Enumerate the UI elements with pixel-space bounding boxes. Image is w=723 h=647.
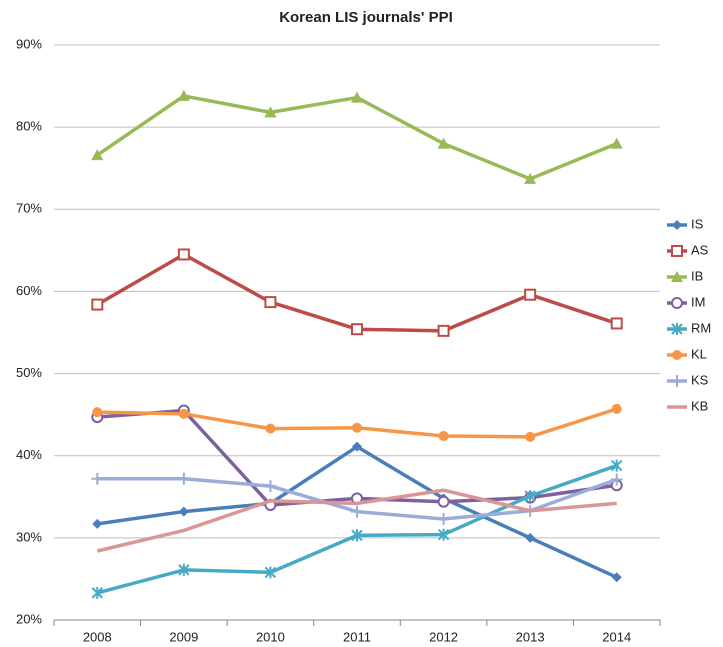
marker xyxy=(610,473,623,486)
marker xyxy=(264,480,277,493)
marker xyxy=(177,248,190,261)
legend-marker xyxy=(671,323,683,335)
series xyxy=(91,459,623,599)
y-tick-label: 70% xyxy=(16,201,42,216)
marker xyxy=(525,532,536,543)
marker xyxy=(438,431,449,441)
marker xyxy=(177,89,190,101)
y-tick-label: 60% xyxy=(16,283,42,298)
marker xyxy=(611,572,622,583)
marker xyxy=(524,288,537,301)
marker xyxy=(177,472,190,485)
marker xyxy=(351,91,363,103)
y-tick-label: 80% xyxy=(16,119,42,134)
marker xyxy=(611,403,622,414)
x-tick-label: 2011 xyxy=(343,629,371,644)
legend-label: RM xyxy=(691,320,711,335)
series xyxy=(92,403,622,442)
series xyxy=(91,89,623,184)
marker xyxy=(92,407,103,418)
marker xyxy=(264,106,277,118)
chart-title: Korean LIS journals' PPI xyxy=(279,9,453,26)
legend-label: IB xyxy=(691,268,703,283)
marker xyxy=(611,459,623,472)
marker xyxy=(91,472,104,485)
y-tick-label: 50% xyxy=(16,365,42,380)
marker xyxy=(437,528,450,541)
x-tick-label: 2009 xyxy=(169,629,198,644)
y-tick-label: 30% xyxy=(16,529,42,544)
legend-label: KB xyxy=(691,398,708,413)
legend-marker xyxy=(672,350,682,360)
marker xyxy=(610,317,623,330)
marker xyxy=(92,518,103,529)
marker xyxy=(178,408,189,419)
marker xyxy=(610,137,623,149)
marker xyxy=(264,566,277,579)
y-tick-label: 90% xyxy=(16,36,42,51)
legend-label: KL xyxy=(691,346,707,361)
legend-marker xyxy=(672,220,682,230)
x-tick-label: 2012 xyxy=(429,629,458,644)
x-tick-label: 2010 xyxy=(256,629,285,644)
marker xyxy=(91,298,104,311)
marker xyxy=(91,586,103,599)
marker xyxy=(351,323,363,336)
marker xyxy=(437,324,450,337)
y-tick-label: 40% xyxy=(16,447,42,462)
series xyxy=(91,248,623,337)
marker xyxy=(525,431,536,442)
marker xyxy=(351,529,363,542)
marker xyxy=(178,563,190,576)
marker xyxy=(524,172,537,184)
x-tick-label: 2013 xyxy=(516,629,545,644)
marker xyxy=(264,296,277,309)
marker xyxy=(437,512,450,525)
legend-marker xyxy=(671,375,683,387)
x-tick-label: 2008 xyxy=(83,629,112,644)
marker xyxy=(437,137,450,149)
marker xyxy=(437,495,450,508)
legend-marker xyxy=(671,271,683,282)
marker xyxy=(178,506,189,517)
legend-marker xyxy=(671,297,683,309)
marker xyxy=(265,423,276,434)
marker xyxy=(352,422,362,433)
legend-label: KS xyxy=(691,372,709,387)
legend-label: AS xyxy=(691,242,709,257)
x-tick-label: 2014 xyxy=(602,629,631,644)
marker xyxy=(351,505,363,518)
series-line xyxy=(96,488,617,553)
legend-marker xyxy=(671,245,683,257)
legend-label: IM xyxy=(691,294,705,309)
marker xyxy=(524,489,536,502)
series xyxy=(96,488,617,553)
y-tick-label: 20% xyxy=(16,611,42,626)
marker xyxy=(91,149,104,161)
marker xyxy=(352,441,362,452)
legend-label: IS xyxy=(691,216,704,231)
